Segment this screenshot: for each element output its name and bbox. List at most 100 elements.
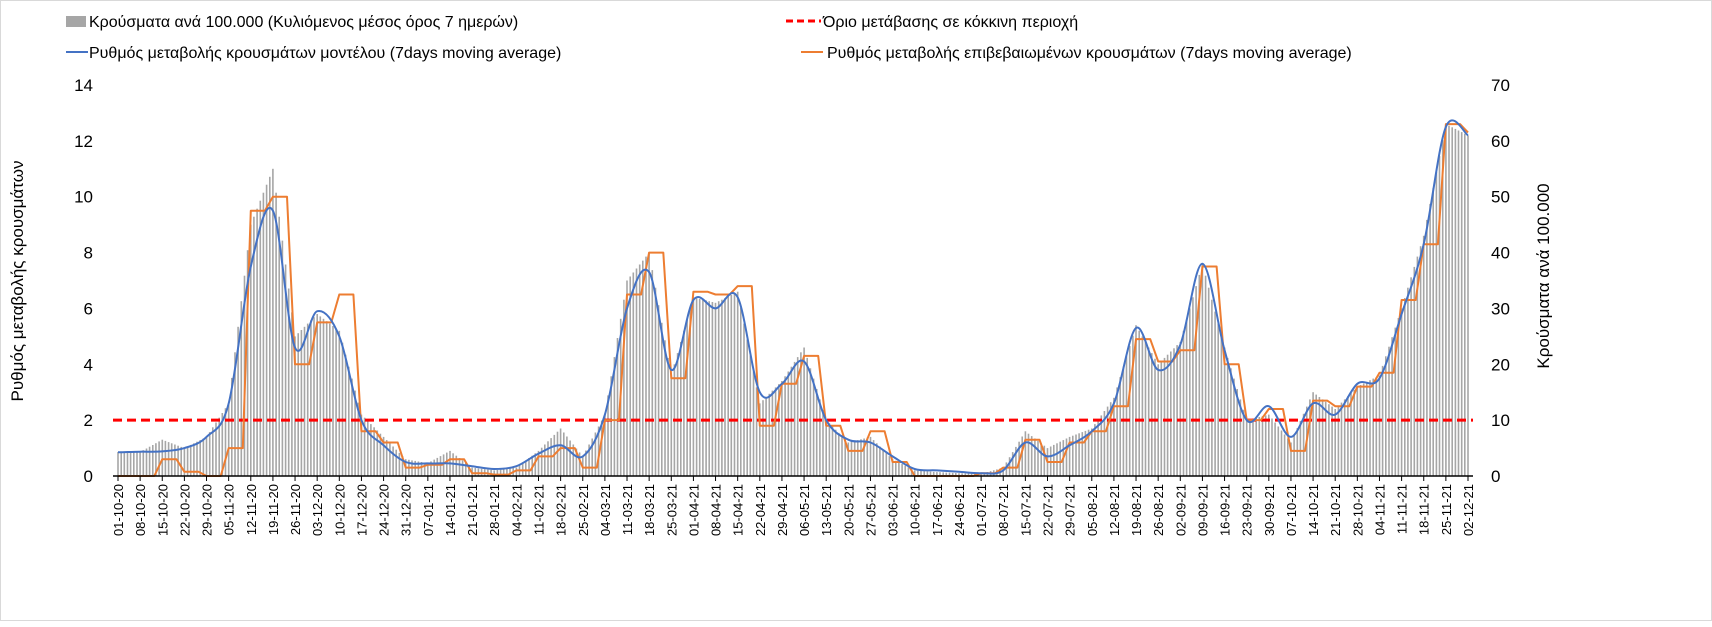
bar [819,399,821,476]
x-tick-label: 12-11-20 [244,484,259,535]
bar [1312,392,1314,476]
bar [556,431,559,476]
bar [1220,335,1223,476]
bar [183,448,186,476]
bar [904,465,906,476]
bar [1043,445,1046,476]
bar [1226,357,1229,476]
bar [1207,287,1210,476]
bar [1280,430,1283,476]
bar [898,462,900,476]
bar [1264,415,1267,476]
bar [1356,386,1359,476]
bar [863,438,865,476]
bar [983,472,986,476]
bar [354,390,356,476]
x-tick-label: 05-11-20 [222,484,237,535]
x-tick-label: 14-01-21 [443,484,458,536]
x-tick-label: 18-11-21 [1417,484,1432,535]
bar [803,347,805,476]
bar [335,328,337,476]
bar [338,330,341,476]
bar [389,443,391,476]
bar [1375,377,1378,476]
bar [1002,467,1004,476]
bar [348,366,350,476]
bar [1435,172,1438,476]
bar [895,460,897,476]
bar [1400,308,1403,476]
x-tick-label: 08-07-21 [996,484,1011,536]
bar [136,452,138,476]
bar [1056,443,1058,476]
bar [385,440,388,476]
bar [231,377,233,476]
bar [367,420,369,476]
bar [698,298,701,476]
y-left-tick-label: 0 [84,467,93,486]
bar [600,420,603,476]
bar [822,409,824,476]
bar [502,469,505,476]
bar [929,471,932,476]
bar [1385,356,1387,476]
bar [834,429,837,476]
bar [936,472,938,476]
x-tick-label: 18-03-21 [642,484,657,536]
bar [796,357,799,476]
bar [951,472,954,476]
bar [269,176,271,477]
bar [1163,357,1166,476]
bar [461,460,464,476]
bar [537,450,540,476]
bar [281,240,284,476]
bar [575,448,578,476]
bar [588,444,590,476]
bar [1097,419,1099,476]
bar [781,381,783,476]
bar [253,216,255,476]
bar [1268,414,1270,476]
x-tick-label: 04-11-21 [1373,484,1388,535]
bar [1258,417,1261,476]
bar [1100,415,1103,476]
bar [493,470,495,476]
bar [717,301,720,476]
x-tick-label: 15-04-21 [731,484,746,536]
x-tick-label: 18-02-21 [554,484,569,536]
bar [344,354,347,476]
x-tick-label: 14-10-21 [1306,484,1321,536]
bar [1249,419,1251,476]
x-tick-label: 17-12-20 [354,484,369,536]
y-left-tick-label: 2 [84,411,93,430]
bar [1464,133,1466,476]
bar [736,291,739,476]
bar [1448,125,1450,476]
bar [212,427,214,476]
bar [332,326,334,476]
x-tick-label: 15-10-20 [155,484,170,536]
x-tick-label: 01-07-21 [974,484,989,536]
bar [686,319,688,476]
legend-model-label: Ρυθμός μεταβολής κρουσμάτων μοντέλου (7d… [89,45,561,62]
bar [272,168,274,477]
bar [360,414,363,476]
bar [1091,428,1093,476]
bar [594,432,597,476]
x-tick-label: 11-11-21 [1395,484,1410,534]
x-tick-label: 16-09-21 [1218,484,1233,536]
bar [303,326,306,476]
bar [1454,128,1457,476]
x-tick-label: 25-11-21 [1439,484,1454,535]
bar [866,437,869,476]
bar [1053,444,1055,476]
bar [610,376,612,476]
bar [1381,365,1384,476]
bar [559,428,562,476]
bars-series [117,124,1469,477]
legend-bar-swatch [66,16,86,27]
bar [1321,399,1324,476]
bar [607,395,609,476]
bar [793,361,796,476]
y-right-tick-label: 50 [1491,188,1510,207]
